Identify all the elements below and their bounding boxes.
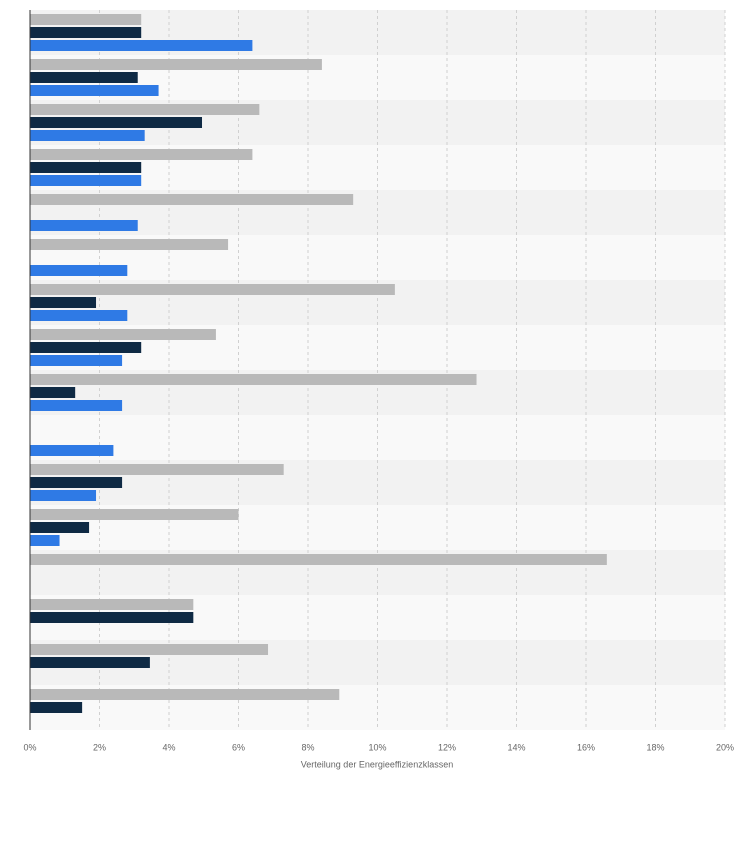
x-tick-label: 8% xyxy=(301,742,314,752)
bar xyxy=(30,297,97,308)
bar xyxy=(30,130,145,141)
x-tick-label: 14% xyxy=(507,742,525,752)
x-tick-label: 16% xyxy=(577,742,595,752)
bar xyxy=(30,522,90,533)
bar xyxy=(30,657,150,668)
bar xyxy=(30,702,83,713)
x-tick-label: 10% xyxy=(368,742,386,752)
bar xyxy=(30,329,216,340)
bar xyxy=(30,689,340,700)
x-axis-label: Verteilung der Energieeffizienzklassen xyxy=(301,759,453,769)
x-tick-label: 12% xyxy=(438,742,456,752)
bar xyxy=(30,509,239,520)
bar xyxy=(30,284,395,295)
bar xyxy=(30,194,354,205)
x-tick-label: 6% xyxy=(232,742,245,752)
bar xyxy=(30,644,269,655)
bar xyxy=(30,59,322,70)
bar xyxy=(30,535,60,546)
bar xyxy=(30,355,123,366)
bar xyxy=(30,599,194,610)
bar xyxy=(30,612,194,623)
bar xyxy=(30,445,114,456)
bar xyxy=(30,14,142,25)
bar xyxy=(30,239,229,250)
bar xyxy=(30,490,97,501)
bar xyxy=(30,342,142,353)
bar xyxy=(30,220,138,231)
bar xyxy=(30,400,123,411)
bar xyxy=(30,104,260,115)
bar xyxy=(30,175,142,186)
bar xyxy=(30,265,128,276)
x-tick-label: 2% xyxy=(93,742,106,752)
bar xyxy=(30,464,284,475)
bar xyxy=(30,117,203,128)
bar xyxy=(30,149,253,160)
bar xyxy=(30,72,138,83)
bar xyxy=(30,554,607,565)
bar xyxy=(30,310,128,321)
x-tick-label: 18% xyxy=(646,742,664,752)
x-tick-label: 0% xyxy=(23,742,36,752)
bar xyxy=(30,477,123,488)
bar xyxy=(30,374,477,385)
bar xyxy=(30,40,253,51)
bar xyxy=(30,27,142,38)
x-tick-label: 20% xyxy=(716,742,734,752)
bar xyxy=(30,387,76,398)
bar xyxy=(30,85,159,96)
x-tick-label: 4% xyxy=(162,742,175,752)
bar xyxy=(30,162,142,173)
